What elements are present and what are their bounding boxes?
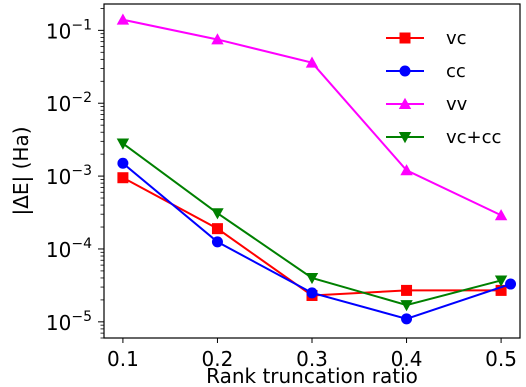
legend-entry: vc <box>386 28 467 49</box>
legend: vc cc vv vc+cc <box>386 28 501 148</box>
data-point <box>211 236 223 248</box>
data-point <box>116 13 130 25</box>
data-point <box>117 172 129 184</box>
data-point <box>117 157 129 169</box>
data-point <box>116 138 130 150</box>
data-point <box>495 284 507 296</box>
data-point <box>400 300 413 312</box>
x-tick-label: 0.4 <box>391 347 423 371</box>
x-tick-label: 0.1 <box>107 347 139 371</box>
legend-entry: vv <box>386 94 468 115</box>
data-point <box>400 164 413 176</box>
x-axis-title: Rank truncation ratio <box>206 364 418 387</box>
data-point <box>505 278 517 290</box>
data-point <box>211 223 223 235</box>
legend-entry: cc <box>386 61 466 82</box>
data-point <box>494 209 508 221</box>
legend-label: vv <box>446 94 468 115</box>
y-tick-label: 10−5 <box>46 309 92 335</box>
y-tick-label: 10−3 <box>46 163 92 189</box>
legend-marker <box>399 65 411 77</box>
legend-marker <box>398 132 412 144</box>
data-point <box>306 287 318 299</box>
y-axis-title: |ΔE| (Ha) <box>9 126 33 215</box>
axes: 0.1 0.2 0.3 0.4 0.5 10−5 10−4 10−3 10−2 10−1 <box>46 3 521 371</box>
y-tick-label: 10−1 <box>46 17 92 43</box>
x-tick-label: 0.3 <box>296 347 328 371</box>
x-tick-label: 0.5 <box>485 347 517 371</box>
data-point <box>494 275 508 287</box>
series-vv <box>116 13 508 221</box>
legend-marker <box>399 32 411 44</box>
data-point <box>211 33 224 45</box>
series-cc <box>117 157 517 325</box>
data-point <box>211 208 224 220</box>
data-point <box>305 273 319 285</box>
x-tick-label: 0.2 <box>202 347 234 371</box>
plot-marks <box>116 13 517 325</box>
legend-label: cc <box>446 61 466 82</box>
data-point <box>401 313 413 325</box>
legend-label: vc <box>446 28 467 49</box>
legend-label: vc+cc <box>446 127 501 148</box>
series-vc-cc <box>116 138 508 312</box>
legend-entry: vc+cc <box>386 127 501 148</box>
legend-marker <box>398 97 412 109</box>
y-tick-label: 10−2 <box>46 90 92 116</box>
data-point <box>305 56 319 68</box>
data-point <box>401 284 413 296</box>
y-tick-label: 10−4 <box>46 236 92 262</box>
